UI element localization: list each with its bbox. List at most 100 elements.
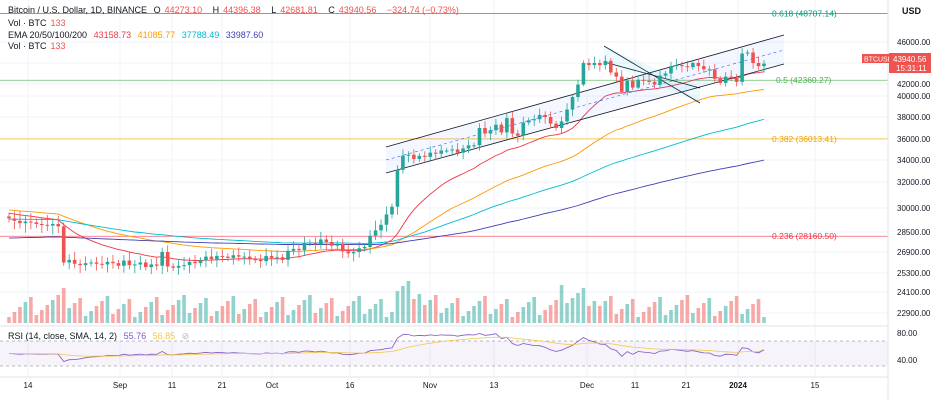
candle bbox=[7, 212, 11, 223]
ema50-value: 41085.77 bbox=[137, 30, 176, 40]
volume-bar bbox=[269, 307, 274, 323]
volume-bar bbox=[499, 304, 504, 323]
trend-channel-drawing[interactable] bbox=[385, 34, 785, 174]
candle-body bbox=[61, 226, 66, 263]
volume-bar bbox=[565, 303, 569, 323]
candle bbox=[532, 114, 537, 127]
candle-body bbox=[89, 262, 93, 264]
candle bbox=[308, 239, 312, 247]
candle bbox=[390, 203, 394, 219]
candlestick-series bbox=[7, 47, 766, 275]
candle bbox=[247, 249, 252, 265]
candle-body bbox=[548, 117, 553, 124]
candle bbox=[734, 74, 739, 87]
candle bbox=[56, 215, 61, 233]
candle bbox=[510, 111, 515, 138]
candle-body bbox=[466, 145, 471, 149]
candle-body bbox=[641, 79, 646, 81]
change-value: −324.74 (−0.73%) bbox=[386, 5, 459, 15]
time-axis[interactable]: 14 Sep 11 21 Oct 16 Nov 13 Dec 11 21 2024 15 bbox=[24, 381, 820, 390]
candle-body bbox=[171, 266, 175, 268]
candle-body bbox=[346, 251, 351, 254]
candle bbox=[483, 121, 487, 138]
candle bbox=[165, 245, 170, 273]
candle bbox=[89, 259, 93, 267]
candle bbox=[570, 94, 575, 117]
candle-body bbox=[723, 76, 728, 83]
legend-volume-row-2[interactable]: Vol · BTC 133 bbox=[8, 41, 70, 51]
fib-label: 0.236 (28160.50) bbox=[772, 231, 837, 241]
rsi-ma-value: 56.85 bbox=[152, 331, 176, 341]
last-price-badge: BTCUSD 43940.56 15:31:11 bbox=[862, 53, 931, 73]
candle bbox=[362, 243, 367, 252]
candle bbox=[395, 165, 400, 215]
candle bbox=[663, 70, 668, 79]
volume-bar bbox=[712, 316, 717, 323]
candle-body bbox=[138, 262, 143, 265]
volume-bar bbox=[444, 308, 449, 323]
candle-body bbox=[718, 78, 723, 83]
volume-bars bbox=[7, 281, 766, 323]
price-tick-label: 38000.00 bbox=[897, 113, 931, 122]
candle bbox=[291, 241, 296, 256]
candle bbox=[280, 253, 285, 264]
volume-bar bbox=[521, 307, 526, 323]
candle-body bbox=[45, 224, 50, 226]
candle-body bbox=[570, 97, 575, 110]
price-tick-label: 24100.00 bbox=[897, 288, 931, 297]
candle-body bbox=[477, 128, 482, 146]
candle-body bbox=[236, 255, 241, 257]
candle-body bbox=[264, 255, 268, 262]
volume-bar bbox=[122, 304, 126, 323]
candle bbox=[707, 65, 712, 76]
volume-bar bbox=[319, 308, 323, 323]
candle bbox=[384, 206, 389, 232]
volume-bar bbox=[483, 296, 487, 323]
ema20-value: 43158.73 bbox=[93, 30, 132, 40]
candle bbox=[406, 151, 411, 163]
candle-body bbox=[143, 262, 148, 268]
candle bbox=[286, 245, 290, 267]
volume-bar bbox=[116, 309, 121, 323]
volume-bar bbox=[691, 313, 695, 323]
candle-body bbox=[351, 252, 356, 254]
candle-body bbox=[12, 218, 17, 221]
candle-body bbox=[280, 257, 285, 260]
candle bbox=[105, 257, 110, 273]
candle-body bbox=[619, 76, 624, 92]
candle bbox=[133, 260, 137, 274]
candle-body bbox=[625, 80, 630, 92]
candle-body bbox=[362, 247, 367, 249]
candle-body bbox=[674, 65, 679, 67]
candle bbox=[340, 238, 345, 259]
volume-bar bbox=[242, 309, 247, 323]
candle bbox=[526, 117, 531, 126]
candle-body bbox=[516, 133, 520, 136]
candle-body bbox=[384, 214, 389, 225]
candle bbox=[559, 116, 564, 134]
legend-rsi-row[interactable]: RSI (14, close, SMA, 14, 2) 55.76 56.85 … bbox=[8, 331, 193, 342]
rsi-tick-label: 80.00 bbox=[897, 329, 918, 338]
candle-body bbox=[67, 259, 71, 263]
candle bbox=[335, 240, 340, 249]
candle-body bbox=[685, 66, 690, 68]
low-label: L bbox=[271, 5, 277, 15]
time-tick-label: 16 bbox=[346, 381, 355, 390]
volume-bar bbox=[280, 297, 285, 323]
legend-ema-row[interactable]: EMA 20/50/100/200 43158.73 41085.77 3778… bbox=[8, 30, 267, 40]
price-tick-label: 46000.00 bbox=[897, 38, 931, 47]
candle-body bbox=[696, 63, 701, 67]
fibonacci-levels: 0.618 (48707.14) 0.5 (42360.27) 0.382 (360… bbox=[0, 9, 888, 241]
candle bbox=[537, 108, 542, 123]
candle bbox=[439, 145, 444, 159]
legend-volume-row[interactable]: Vol · BTC 133 bbox=[8, 18, 70, 28]
volume-bar bbox=[133, 317, 137, 323]
legend-symbol-title[interactable]: Bitcoin / U.S. Dollar, 1D, BINANCE bbox=[8, 5, 148, 15]
eye-icon[interactable]: ⊘ bbox=[181, 331, 190, 341]
candle-body bbox=[647, 80, 651, 82]
candle bbox=[160, 247, 164, 274]
candle bbox=[455, 143, 460, 157]
candle bbox=[116, 259, 121, 270]
candle-body bbox=[532, 119, 537, 121]
